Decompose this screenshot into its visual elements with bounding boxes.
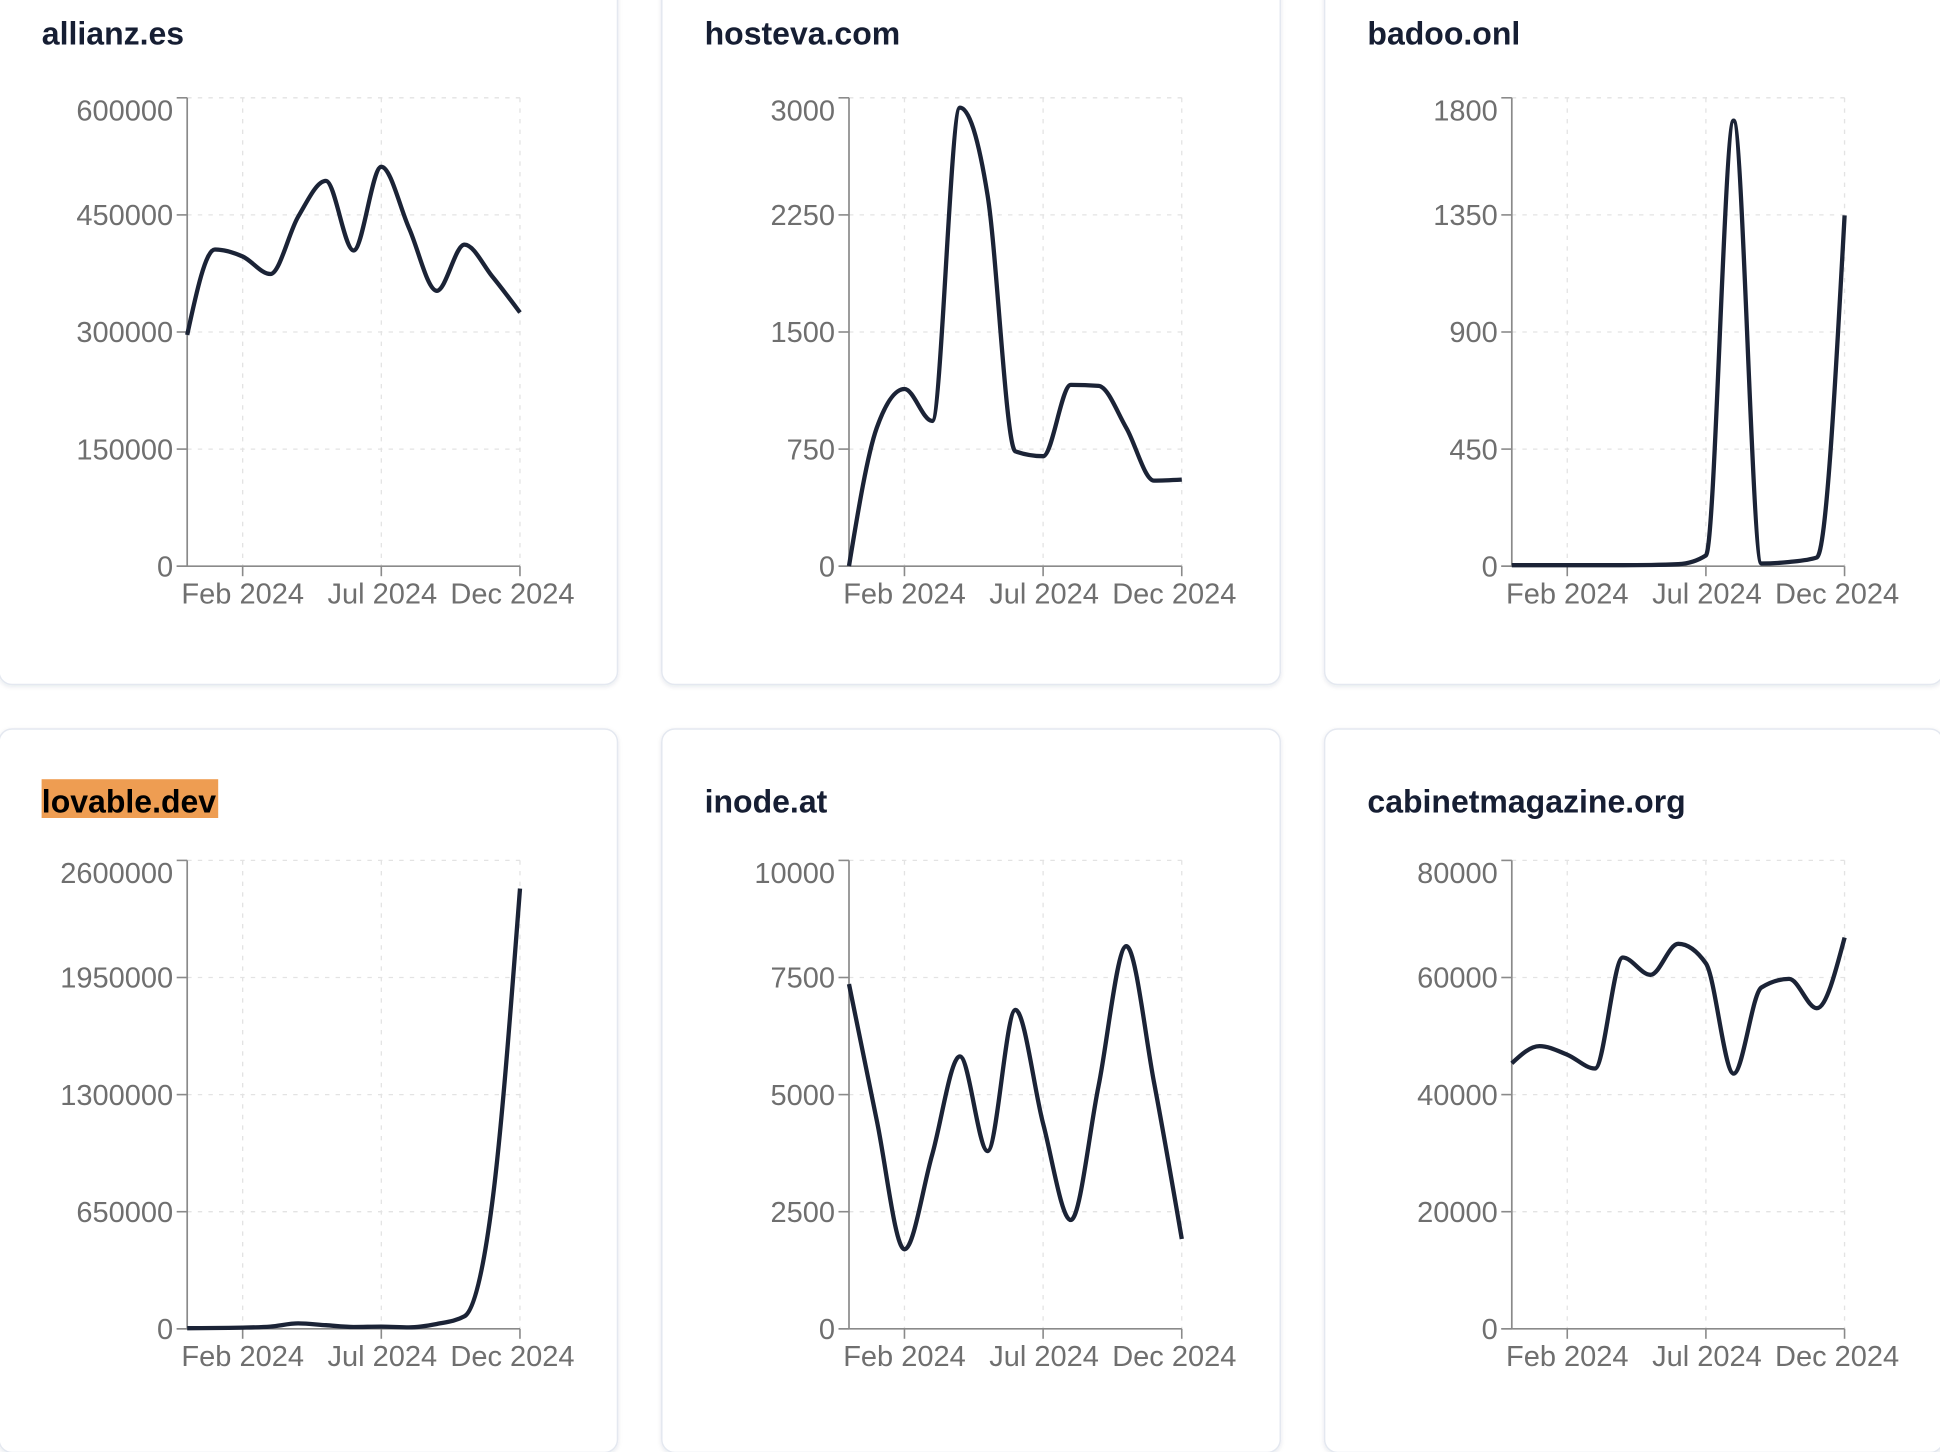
svg-text:0: 0 [819,1314,835,1346]
svg-text:1350: 1350 [1433,200,1498,232]
svg-text:0: 0 [1482,1314,1498,1346]
svg-text:Jul 2024: Jul 2024 [1652,1341,1762,1373]
svg-text:1800: 1800 [1433,95,1498,127]
svg-text:900: 900 [1449,317,1497,349]
svg-text:Jul 2024: Jul 2024 [327,1341,437,1373]
svg-text:5000: 5000 [770,1080,835,1112]
svg-text:300000: 300000 [76,317,173,349]
svg-text:Dec 2024: Dec 2024 [1775,1341,1899,1373]
svg-text:600000: 600000 [76,95,173,127]
svg-text:Feb 2024: Feb 2024 [181,578,304,610]
svg-text:2500: 2500 [770,1197,835,1229]
svg-text:750: 750 [787,434,835,466]
svg-text:1950000: 1950000 [60,963,173,995]
svg-text:1300000: 1300000 [60,1080,173,1112]
svg-text:150000: 150000 [76,434,173,466]
svg-text:inode.at: inode.at [705,783,828,819]
svg-text:lovable.dev: lovable.dev [42,783,217,819]
svg-text:1500: 1500 [770,317,835,349]
svg-text:20000: 20000 [1417,1197,1498,1229]
svg-text:Jul 2024: Jul 2024 [327,578,437,610]
svg-text:badoo.onl: badoo.onl [1367,16,1520,52]
svg-text:0: 0 [157,551,173,583]
svg-text:80000: 80000 [1417,858,1498,890]
svg-text:Dec 2024: Dec 2024 [1775,578,1899,610]
svg-text:Feb 2024: Feb 2024 [181,1341,304,1373]
svg-text:Dec 2024: Dec 2024 [1112,1341,1236,1373]
svg-text:Feb 2024: Feb 2024 [1506,1341,1629,1373]
svg-text:10000: 10000 [754,858,835,890]
svg-text:Dec 2024: Dec 2024 [450,578,574,610]
svg-text:0: 0 [157,1314,173,1346]
svg-text:40000: 40000 [1417,1080,1498,1112]
svg-text:3000: 3000 [770,95,835,127]
svg-text:0: 0 [1482,551,1498,583]
svg-text:Feb 2024: Feb 2024 [843,578,966,610]
svg-text:Jul 2024: Jul 2024 [1652,578,1762,610]
svg-text:7500: 7500 [770,963,835,995]
svg-text:Jul 2024: Jul 2024 [989,1341,1099,1373]
svg-text:hosteva.com: hosteva.com [705,16,901,52]
svg-text:allianz.es: allianz.es [42,16,184,52]
svg-text:Dec 2024: Dec 2024 [1112,578,1236,610]
svg-text:60000: 60000 [1417,963,1498,995]
svg-text:Feb 2024: Feb 2024 [1506,578,1629,610]
svg-text:2600000: 2600000 [60,858,173,890]
svg-text:450000: 450000 [76,200,173,232]
svg-text:650000: 650000 [76,1197,173,1229]
svg-text:cabinetmagazine.org: cabinetmagazine.org [1367,783,1685,819]
svg-text:450: 450 [1449,434,1497,466]
svg-text:2250: 2250 [770,200,835,232]
svg-text:0: 0 [819,551,835,583]
svg-text:Feb 2024: Feb 2024 [843,1341,966,1373]
svg-text:Jul 2024: Jul 2024 [989,578,1099,610]
svg-text:Dec 2024: Dec 2024 [450,1341,574,1373]
